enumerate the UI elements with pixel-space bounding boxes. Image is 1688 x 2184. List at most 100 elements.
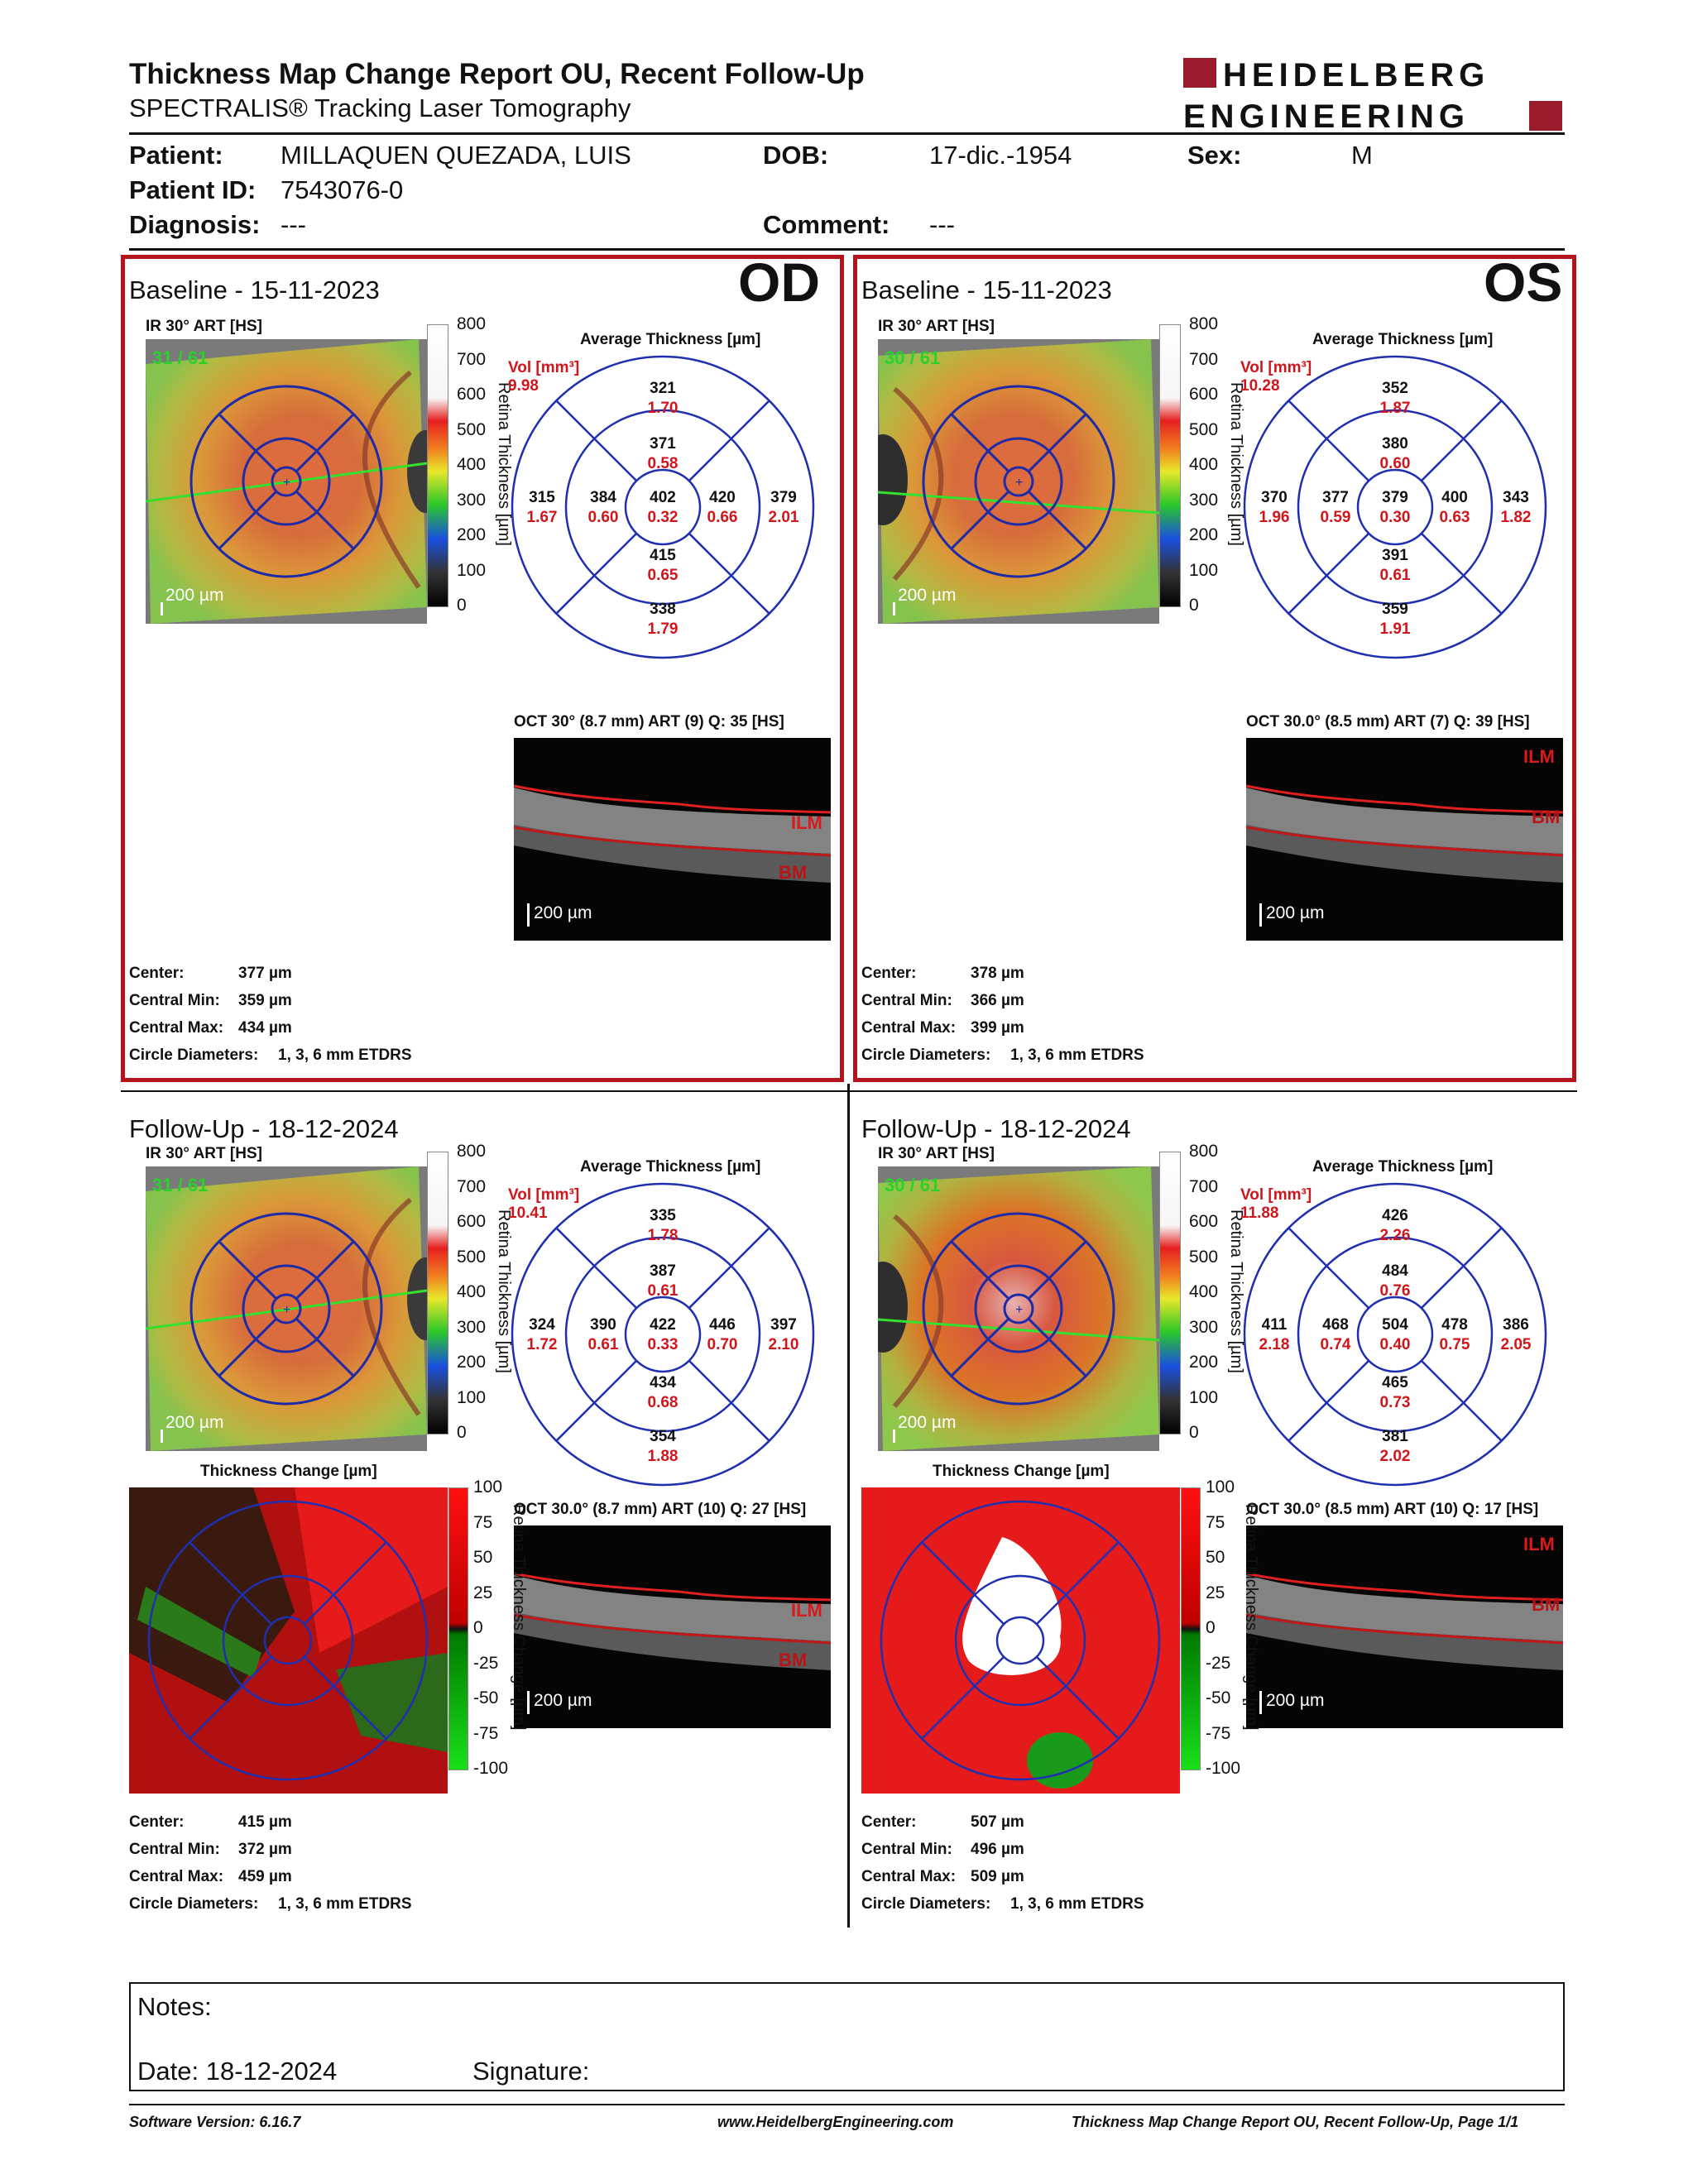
info-label: Circle Diameters: xyxy=(861,1895,991,1913)
volume-value: 1.72 xyxy=(527,1336,558,1353)
retina-layer xyxy=(514,1575,831,1641)
oct-scale-bar xyxy=(1259,903,1262,927)
volume-value: 0.61 xyxy=(648,1282,679,1300)
oct-bscan-image[interactable] xyxy=(1246,738,1563,941)
scale-tick-label: 600 xyxy=(457,385,487,404)
etdrs-ring xyxy=(1243,1182,1547,1487)
volume-value: 0.58 xyxy=(648,455,679,472)
info-label: Central Max: xyxy=(129,1868,224,1885)
change-region xyxy=(295,1487,448,1653)
notes-box[interactable]: Notes: Date: 18-12-2024 Signature: xyxy=(129,1982,1565,2091)
scale-bar xyxy=(893,1430,895,1443)
average-thickness-title: Average Thickness [µm] xyxy=(1312,331,1494,348)
vol-label: Vol [mm³] xyxy=(1240,1186,1312,1204)
info-label: Circle Diameters: xyxy=(129,1895,259,1913)
info-label: Central Max: xyxy=(861,1868,957,1885)
thickness-map-image[interactable]: + xyxy=(878,1166,1159,1451)
thickness-value: 377 xyxy=(1322,489,1349,506)
volume-value: 1.82 xyxy=(1501,509,1532,526)
info-value: 1, 3, 6 mm ETDRS xyxy=(1010,1895,1144,1913)
volume-value: 1.91 xyxy=(1380,620,1411,638)
thickness-value: 420 xyxy=(709,489,736,506)
optic-disc xyxy=(407,1257,427,1340)
change-region xyxy=(962,1537,1062,1675)
patient-id-value: 7543076-0 xyxy=(281,175,404,204)
info-label: Central Max: xyxy=(129,1019,224,1037)
info-label: Central Min: xyxy=(861,1841,952,1858)
vessel xyxy=(892,1214,944,1408)
thickness-value: 343 xyxy=(1503,489,1529,506)
scale-tick-label: 300 xyxy=(1189,490,1219,510)
website-link[interactable]: www.HeidelbergEngineering.com xyxy=(717,2114,954,2130)
center-cross-icon: + xyxy=(1015,1303,1023,1317)
volume-value: 0.70 xyxy=(707,1336,738,1353)
scale-tick-label: 100 xyxy=(1189,560,1219,580)
thickness-color-scale xyxy=(427,324,448,607)
optic-disc xyxy=(878,434,908,525)
oct-scale-label: 200 µm xyxy=(534,903,592,922)
oct-bscan-image[interactable] xyxy=(514,738,831,941)
change-tick-label: 100 xyxy=(473,1478,503,1497)
oct-bscan-image[interactable] xyxy=(1246,1525,1563,1728)
scale-tick-label: 600 xyxy=(457,1212,487,1231)
thickness-map-image[interactable]: + xyxy=(146,1166,427,1451)
volume-value: 0.63 xyxy=(1440,509,1470,526)
info-label: Central Min: xyxy=(129,1841,220,1858)
scale-tick-label: 500 xyxy=(457,419,487,439)
scale-tick-label: 400 xyxy=(457,455,487,474)
art-label: 31 / 61 xyxy=(152,347,209,368)
optic-disc xyxy=(878,1262,908,1353)
thickness-value: 338 xyxy=(650,601,676,618)
etdrs-spoke xyxy=(1420,400,1503,482)
volume-value: 0.75 xyxy=(1440,1336,1470,1353)
etdrs-ring xyxy=(147,1500,429,1781)
thickness-value: 359 xyxy=(1382,601,1408,618)
etdrs-ring xyxy=(624,1296,702,1373)
scale-tick-label: 600 xyxy=(1189,385,1219,404)
thickness-map-image[interactable]: + xyxy=(146,339,427,624)
thickness-map-image[interactable]: + xyxy=(878,339,1159,624)
vol-label: Vol [mm³] xyxy=(508,1186,580,1204)
change-tick-label: 25 xyxy=(473,1583,493,1602)
etdrs-spoke xyxy=(303,1541,387,1626)
oct-label: OCT 30° (8.7 mm) ART (9) Q: 35 [HS] xyxy=(514,713,784,730)
bm-label: BM xyxy=(779,862,808,883)
diagnosis-value: --- xyxy=(281,210,306,239)
center-cross-icon: + xyxy=(1015,476,1023,490)
thickness-change-map[interactable] xyxy=(129,1487,448,1794)
sex-label: Sex: xyxy=(1187,141,1242,170)
etdrs-chart: 402 0.32 371 0.58 415 0.65 384 0.60 420 0.66 321 1.… xyxy=(506,354,820,668)
info-label: Central Min: xyxy=(861,992,952,1009)
etdrs-spoke xyxy=(950,1240,1010,1300)
oct-bscan-image[interactable] xyxy=(514,1525,831,1728)
info-value: 1, 3, 6 mm ETDRS xyxy=(278,1895,412,1913)
ilm-label: ILM xyxy=(1523,746,1555,767)
scale-tick-label: 400 xyxy=(1189,455,1219,474)
eye-label: OS xyxy=(1484,251,1563,313)
thickness-value: 354 xyxy=(650,1428,676,1445)
change-tick-label: 0 xyxy=(1206,1618,1216,1637)
volume-value: 0.32 xyxy=(648,509,679,526)
ir-label: IR 30° ART [HS] xyxy=(146,318,262,335)
panel-heading: Follow-Up - 18-12-2024 xyxy=(129,1114,399,1143)
etdrs-ring xyxy=(271,1293,302,1324)
change-color-scale xyxy=(448,1487,468,1770)
patient-name: MILLAQUEN QUEZADA, LUIS xyxy=(281,141,631,170)
thickness-value: 484 xyxy=(1382,1262,1408,1280)
bm-label: BM xyxy=(779,1650,808,1670)
thickness-change-map[interactable] xyxy=(861,1487,1180,1794)
software-version: Software Version: 6.16.7 xyxy=(129,2114,301,2130)
thickness-value: 397 xyxy=(770,1316,797,1334)
etdrs-spoke xyxy=(1035,1541,1120,1626)
etdrs-spoke xyxy=(921,1655,1005,1740)
thickness-value: 324 xyxy=(529,1316,555,1334)
oct-scale-bar xyxy=(527,1691,530,1714)
etdrs-spoke xyxy=(218,1317,278,1377)
etdrs-spoke xyxy=(950,490,1010,550)
etdrs-spoke xyxy=(1288,1227,1370,1310)
thickness-value: 384 xyxy=(590,489,616,506)
average-thickness-title: Average Thickness [µm] xyxy=(1312,1158,1494,1176)
etdrs-spoke xyxy=(950,413,1010,473)
ilm-label: ILM xyxy=(791,812,822,833)
thickness-change-title: Thickness Change [µm] xyxy=(933,1463,1110,1480)
